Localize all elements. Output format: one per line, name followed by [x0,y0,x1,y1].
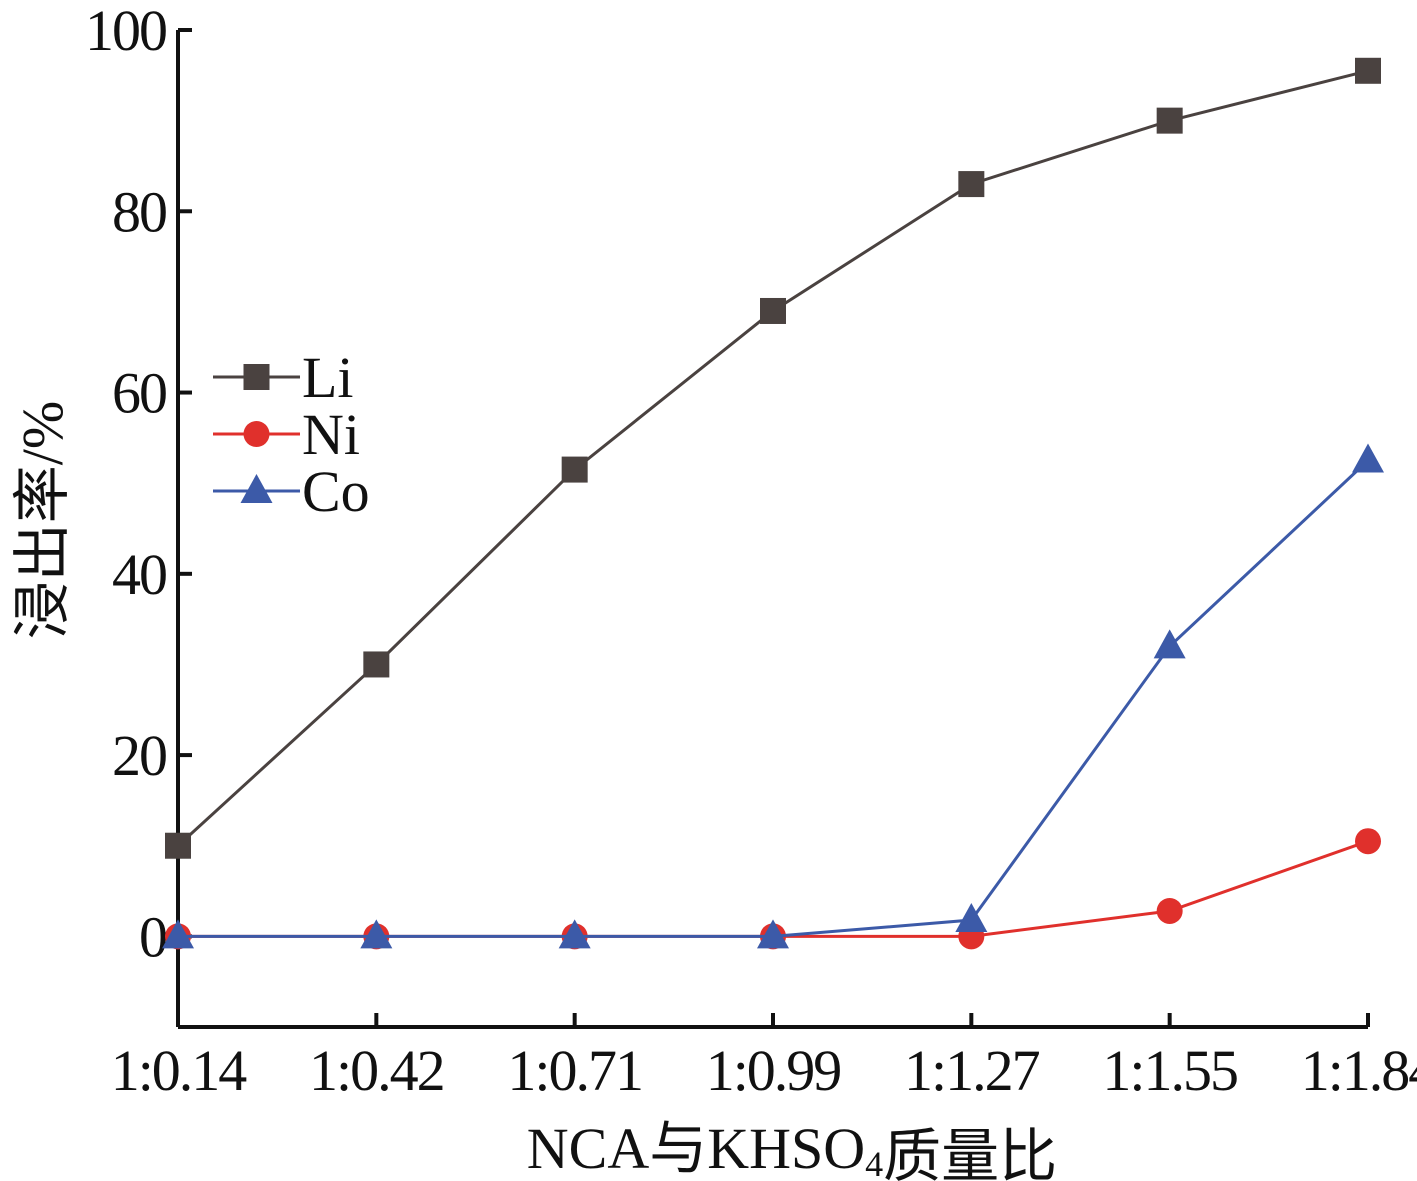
legend-item-li: Li [213,345,354,410]
x-tick-label: 1:0.42 [309,1038,444,1103]
legend-marker [240,474,273,503]
data-point-li [1355,57,1381,84]
legend-item-ni: Ni [213,402,360,467]
x-tick-label: 1:0.71 [507,1038,642,1103]
data-point-co [955,903,988,933]
x-tick-label: 1:0.99 [706,1038,841,1103]
data-point-co [1153,629,1186,659]
x-tick-label: 1:1.27 [904,1038,1040,1103]
x-tick-label: 1:0.14 [111,1038,248,1103]
data-point-co [558,919,591,949]
y-tick-label: 0 [139,904,166,969]
axes: 0 20 40 60 80 100 1:0.14 1:0.42 1:0.71 1:0.99 1:1.… [85,0,1417,1103]
x-axis-title: NCA与KHSO4质量比 [527,1116,1057,1181]
y-tick-label: 20 [112,723,166,788]
legend-marker [243,364,270,390]
data-point-li [165,832,191,859]
y-tick-label: 80 [112,179,166,244]
legend-label: Li [302,345,354,410]
data-point-li [958,171,985,198]
data-point-co [757,919,789,949]
data-point-co [162,919,194,949]
data-point-li [561,456,588,483]
series-li [165,57,1381,859]
series-layer [162,57,1384,950]
y-tick-label: 100 [85,0,166,63]
y-tick-label: 40 [112,542,166,607]
x-tick-label: 1:1.84 [1301,1038,1417,1103]
y-tick-label: 60 [112,361,166,426]
data-point-li [363,651,390,678]
legend-item-co: Co [213,459,370,524]
series-co [162,443,1384,949]
data-point-ni [1156,897,1183,924]
legend-marker [243,421,270,447]
data-point-li [760,297,786,324]
data-point-co [1352,443,1384,473]
data-point-co [360,919,393,949]
legend-label: Ni [302,402,360,467]
data-point-ni [1355,828,1381,855]
legend-label: Co [302,459,370,524]
data-point-li [1156,107,1183,134]
x-tick-label: 1:1.55 [1102,1038,1237,1103]
y-axis-title: 浸出率/% [10,401,75,639]
series-line-co [178,459,1370,938]
